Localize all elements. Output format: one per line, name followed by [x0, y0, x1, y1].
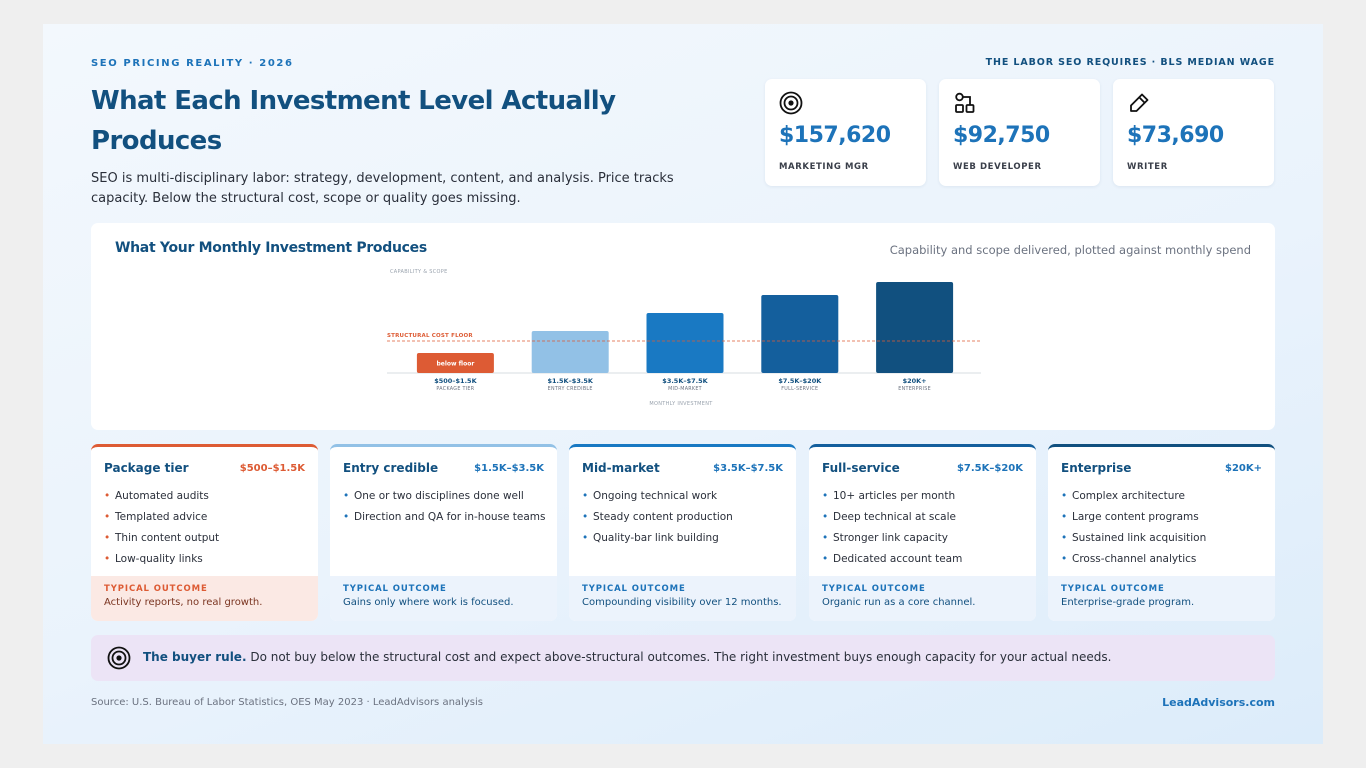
bar: [646, 313, 724, 373]
tier-name: Mid-market: [582, 461, 660, 475]
tier-card: Mid-market $3.5K–$7.5K Ongoing technical w…: [569, 444, 796, 621]
tier-price: $1.5K–$3.5K: [474, 463, 544, 474]
tick-sublabel: ENTERPRISE: [898, 386, 931, 392]
lede-paragraph: SEO is multi-disciplinary labor: strateg…: [91, 171, 674, 206]
tick-label: $1.5K–$3.5K: [547, 377, 593, 385]
tier-feature-list: Complex architecture Large content progra…: [1061, 488, 1266, 572]
brand-link[interactable]: LeadAdvisors.com: [1162, 696, 1275, 709]
bar: [761, 295, 839, 373]
tier-feature: Automated audits: [104, 488, 309, 505]
tier-name: Package tier: [104, 461, 189, 475]
outcome-label: TYPICAL OUTCOME: [1061, 584, 1165, 594]
tier-feature: Ongoing technical work: [582, 488, 787, 505]
wage-card-writer: $73,690 WRITER: [1113, 79, 1274, 186]
tier-feature: Stronger link capacity: [822, 530, 1027, 547]
tier-name: Full-service: [822, 461, 900, 475]
chart-title: What Your Monthly Investment Produces: [115, 240, 427, 256]
tick-sublabel: ENTRY CREDIBLE: [548, 386, 593, 392]
tier-card: Full-service $7.5K–$20K 10+ articles per m…: [809, 444, 1036, 621]
tier-outcome: TYPICAL OUTCOME Compounding visibility ov…: [569, 576, 796, 621]
wage-role: WEB DEVELOPER: [953, 162, 1042, 172]
tier-feature: Sustained link acquisition: [1061, 530, 1266, 547]
chart-panel: What Your Monthly Investment Produces Ca…: [91, 223, 1275, 430]
tier-feature: Steady content production: [582, 509, 787, 526]
tier-outcome: TYPICAL OUTCOME Activity reports, no real…: [91, 576, 318, 621]
target-icon: [107, 646, 131, 670]
tier-feature-list: Automated audits Templated advice Thin con…: [104, 488, 309, 572]
buyer-rule-body: Do not buy below the structural cost and…: [246, 650, 1112, 664]
bar-label: below floor: [436, 361, 474, 368]
tick-label: $20K+: [903, 377, 927, 385]
tick-label: $500–$1.5K: [434, 377, 477, 385]
buyer-rule-lead: The buyer rule.: [143, 650, 247, 664]
tier-price: $3.5K–$7.5K: [713, 463, 783, 474]
tick-sublabel: PACKAGE TIER: [436, 386, 474, 392]
wage-card-marketing-mgr: $157,620 MARKETING MGR: [765, 79, 926, 186]
tier-outcome: TYPICAL OUTCOME Gains only where work is …: [330, 576, 557, 621]
structural-floor-label: STRUCTURAL COST FLOOR: [387, 333, 473, 339]
flow-icon: [955, 92, 975, 113]
tick-label: $3.5K–$7.5K: [662, 377, 708, 385]
tier-feature: Large content programs: [1061, 509, 1266, 526]
x-axis-label: MONTHLY INVESTMENT: [649, 401, 713, 407]
tier-feature: Quality-bar link building: [582, 530, 787, 547]
tier-feature: Low-quality links: [104, 551, 309, 568]
tier-feature-list: 10+ articles per month Deep technical at …: [822, 488, 1027, 572]
tier-feature: Complex architecture: [1061, 488, 1266, 505]
tier-price: $7.5K–$20K: [956, 463, 1023, 474]
tier-outcome: TYPICAL OUTCOME Organic run as a core cha…: [809, 576, 1036, 621]
tick-sublabel: FULL-SERVICE: [781, 386, 818, 392]
investment-bar-chart: CAPABILITY & SCOPE below floor $500–$1.5KP…: [387, 269, 981, 407]
tick-label: $7.5K–$20K: [778, 377, 822, 385]
wage-role: WRITER: [1127, 162, 1168, 172]
tier-name: Entry credible: [343, 461, 439, 475]
tier-card: Entry credible $1.5K–$3.5K One or two disc…: [330, 444, 557, 621]
tier-card: Package tier $500–$1.5K Automated audits Te…: [91, 444, 318, 621]
outcome-text: Gains only where work is focused.: [343, 597, 514, 608]
buyer-rule-banner: The buyer rule. Do not buy below the str…: [91, 635, 1275, 681]
tier-price: $500–$1.5K: [239, 463, 305, 474]
tier-feature-list: One or two disciplines done well Directio…: [343, 488, 548, 530]
outcome-text: Activity reports, no real growth.: [104, 597, 263, 608]
tier-feature: One or two disciplines done well: [343, 488, 548, 505]
wage-role: MARKETING MGR: [779, 162, 869, 172]
outcome-text: Organic run as a core channel.: [822, 597, 976, 608]
outcome-label: TYPICAL OUTCOME: [582, 584, 686, 594]
tick-sublabel: MID-MARKET: [668, 386, 702, 392]
bar: [876, 282, 954, 373]
outcome-label: TYPICAL OUTCOME: [822, 584, 926, 594]
page-title: What Each Investment Level Actually Prod…: [91, 86, 616, 156]
tier-card: Enterprise $20K+ Complex architecture Large…: [1048, 444, 1275, 621]
wage-amount: $92,750: [953, 123, 1050, 148]
tier-feature: Deep technical at scale: [822, 509, 1027, 526]
source-note: Source: U.S. Bureau of Labor Statistics,…: [91, 697, 483, 708]
tier-outcome: TYPICAL OUTCOME Enterprise-grade program.: [1048, 576, 1275, 621]
wage-amount: $157,620: [779, 123, 891, 148]
tier-feature: Direction and QA for in-house teams: [343, 509, 548, 526]
tier-feature-list: Ongoing technical work Steady content pro…: [582, 488, 787, 551]
outcome-text: Compounding visibility over 12 months.: [582, 597, 782, 608]
tier-feature: Cross-channel analytics: [1061, 551, 1266, 568]
target-icon: [779, 91, 803, 115]
bar: [531, 331, 609, 373]
tier-feature: 10+ articles per month: [822, 488, 1027, 505]
tier-feature: Templated advice: [104, 509, 309, 526]
outcome-text: Enterprise-grade program.: [1061, 597, 1195, 608]
wage-section-label: THE LABOR SEO REQUIRES · BLS MEDIAN WAGE: [985, 57, 1275, 68]
wage-amount: $73,690: [1127, 123, 1224, 148]
tier-feature: Thin content output: [104, 530, 309, 547]
infographic-canvas: SEO PRICING REALITY · 2026 What Each Inv…: [43, 24, 1323, 744]
tier-feature: Dedicated account team: [822, 551, 1027, 568]
pencil-icon: [1130, 93, 1149, 112]
bar: [416, 353, 494, 373]
y-axis-label: CAPABILITY & SCOPE: [390, 269, 448, 275]
tier-name: Enterprise: [1061, 461, 1132, 475]
buyer-rule-text: The buyer rule. Do not buy below the str…: [143, 650, 1111, 664]
tier-price: $20K+: [1224, 463, 1262, 474]
eyebrow: SEO PRICING REALITY · 2026: [91, 58, 294, 69]
chart-subtitle: Capability and scope delivered, plotted …: [889, 243, 1251, 257]
outcome-label: TYPICAL OUTCOME: [343, 584, 447, 594]
outcome-label: TYPICAL OUTCOME: [104, 584, 208, 594]
wage-card-web-developer: $92,750 WEB DEVELOPER: [939, 79, 1100, 186]
